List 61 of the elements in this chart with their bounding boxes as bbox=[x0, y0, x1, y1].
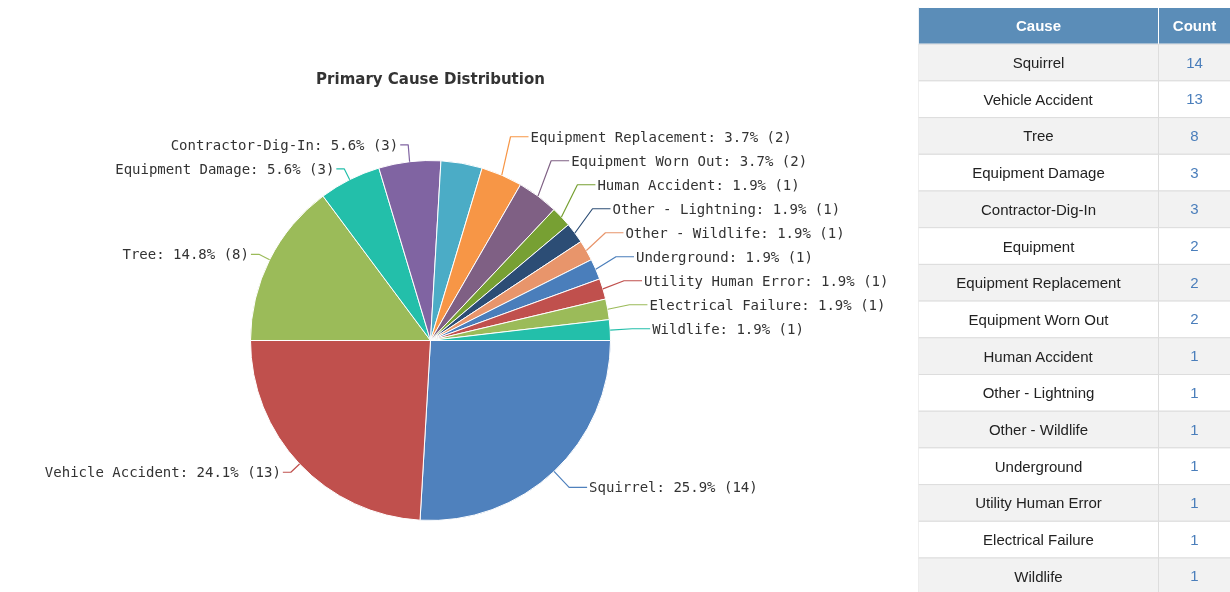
data-label: : 25.9% (14) bbox=[656, 479, 758, 496]
slice-label: Vehicle Accident bbox=[44, 464, 180, 481]
slice-label: Utility Human Error bbox=[644, 272, 805, 289]
category-label: Vehicle Accident bbox=[983, 90, 1094, 108]
data-label: : 5.6% (3) bbox=[250, 160, 335, 177]
data-label: 1 bbox=[1190, 383, 1199, 401]
data-label: : 24.1% (13) bbox=[179, 464, 281, 481]
category-label: Wildlife bbox=[1014, 567, 1063, 585]
category-label: Electrical Failure bbox=[983, 531, 1094, 549]
data-label: 2 bbox=[1190, 273, 1199, 291]
category-label: Contractor-Dig-In bbox=[980, 200, 1097, 218]
data-label: 1 bbox=[1190, 457, 1199, 475]
category-label: Squirrel bbox=[1012, 54, 1065, 72]
category-label: Other - Wildlife bbox=[988, 421, 1089, 439]
text: Cause bbox=[1015, 17, 1062, 35]
data-label: : 1.9% (1) bbox=[715, 176, 800, 193]
category-label: Utility Human Error bbox=[975, 494, 1102, 512]
slice-label: Equipment Worn Out bbox=[571, 152, 723, 169]
data-label: 1 bbox=[1190, 420, 1199, 438]
data-label: : 1.9% (1) bbox=[760, 224, 845, 241]
category-label: Tree bbox=[1023, 127, 1054, 145]
slice-label: Squirrel bbox=[589, 479, 657, 496]
data-label: 3 bbox=[1190, 163, 1199, 181]
slice-label: Other - Wildlife bbox=[625, 224, 761, 241]
data-label: 13 bbox=[1186, 90, 1203, 108]
slice-label: Equipment Damage bbox=[115, 160, 251, 177]
data-label: : 1.9% (1) bbox=[728, 248, 813, 265]
data-label: : 1.9% (1) bbox=[755, 200, 841, 217]
slice-label: Tree bbox=[122, 246, 157, 263]
data-label: 2 bbox=[1190, 237, 1199, 255]
category-label: Equipment Damage bbox=[972, 164, 1105, 182]
data-label: 8 bbox=[1190, 126, 1199, 144]
slice-label: Other - Lightning bbox=[612, 200, 756, 217]
slice-label: Electrical Failure bbox=[649, 296, 802, 313]
data-label: : 5.6% (3) bbox=[313, 136, 399, 153]
slice-label: Wildlife bbox=[652, 320, 720, 337]
slice-label: Contractor-Dig-In bbox=[170, 136, 314, 153]
data-label: 14 bbox=[1186, 53, 1203, 71]
category-label: Equipment Worn Out bbox=[968, 310, 1110, 328]
data-label: : 3.7% (2) bbox=[722, 152, 808, 169]
slice-label: Human Accident bbox=[597, 176, 716, 193]
data-label: 2 bbox=[1190, 310, 1199, 328]
text: Count bbox=[1172, 17, 1217, 35]
data-label: : 1.9% (1) bbox=[801, 296, 886, 313]
data-label: : 3.7% (2) bbox=[707, 128, 792, 145]
category-label: Human Accident bbox=[983, 347, 1094, 365]
chart-title: Primary Cause Distribution bbox=[316, 69, 545, 88]
category-label: Underground bbox=[994, 457, 1083, 475]
data-label: 3 bbox=[1190, 200, 1199, 218]
data-label: : 1.9% (1) bbox=[719, 320, 804, 337]
data-label: 1 bbox=[1190, 567, 1199, 585]
data-label: 1 bbox=[1190, 493, 1199, 511]
category-label: Equipment bbox=[1002, 237, 1076, 255]
category-label: Equipment Replacement bbox=[956, 274, 1122, 292]
category-label: Other - Lightning bbox=[982, 384, 1095, 402]
data-label: 1 bbox=[1190, 530, 1199, 548]
data-label: : 1.9% (1) bbox=[804, 272, 889, 289]
slice-label: Underground bbox=[635, 248, 729, 265]
data-label: 1 bbox=[1190, 347, 1199, 365]
slice-label: Equipment Replacement bbox=[530, 128, 708, 145]
data-label: : 14.8% (8) bbox=[156, 246, 249, 263]
